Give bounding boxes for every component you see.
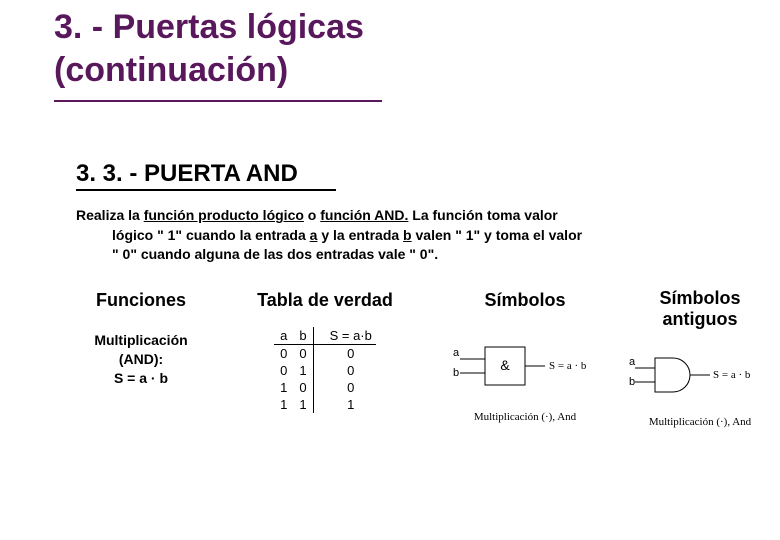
cell-a: 1 (274, 379, 293, 396)
cell-a: 1 (274, 396, 293, 413)
title-underline (54, 100, 382, 102)
and-gate-iec-icon: a b & S = a · b (445, 333, 605, 403)
funciones-line: Multiplicación (66, 331, 216, 350)
funciones-body: Multiplicación (AND): S = a · b (66, 331, 216, 388)
cell-s: 0 (313, 362, 376, 379)
desc-underline: función producto lógico (144, 207, 304, 223)
antiguos-caption: Multiplicación (·), And (625, 416, 775, 428)
tabla-heading: Tabla de verdad (220, 290, 430, 311)
th-s: S = a·b (313, 327, 376, 345)
desc-text: y la entrada (317, 227, 403, 243)
desc-text: valen " 1" y toma el valor (412, 227, 582, 243)
antiguos-column: Símbolos antiguos a b S = a · b Multipli… (625, 288, 775, 428)
cell-s: 1 (313, 396, 376, 413)
desc-underline: b (403, 227, 412, 243)
title-line1: 3. - Puertas lógicas (54, 6, 364, 49)
desc-line3: " 0" cuando alguna de las dos entradas v… (76, 245, 701, 265)
cell-b: 1 (293, 362, 313, 379)
desc-underline: función AND. (320, 207, 408, 223)
truth-table: a b S = a·b 0 0 0 0 1 0 1 0 0 1 (274, 327, 376, 413)
th-b: b (293, 327, 313, 345)
gate-output: S = a · b (713, 369, 751, 381)
desc-text: La función toma valor (408, 207, 557, 223)
gate-output: S = a · b (549, 360, 587, 372)
antiguos-heading: Símbolos antiguos (625, 288, 775, 330)
antiguos-heading-l1: Símbolos (625, 288, 775, 309)
desc-text: o (304, 207, 320, 223)
cell-s: 0 (313, 379, 376, 396)
desc-text: lógico " 1" cuando la entrada (112, 227, 310, 243)
gate-input-b: b (629, 376, 635, 388)
table-row: 0 0 0 (274, 345, 376, 363)
table-row: 1 1 1 (274, 396, 376, 413)
gate-input-a: a (629, 356, 636, 368)
desc-line1: Realiza la función producto lógico o fun… (76, 206, 701, 226)
funciones-column: Funciones Multiplicación (AND): S = a · … (66, 290, 216, 388)
simbolos-caption: Multiplicación (·), And (440, 411, 610, 423)
section-subtitle: 3. 3. - PUERTA AND (76, 160, 298, 188)
cell-a: 0 (274, 345, 293, 363)
cell-a: 0 (274, 362, 293, 379)
gate-input-b: b (453, 367, 459, 379)
cell-b: 0 (293, 345, 313, 363)
truth-table-header-row: a b S = a·b (274, 327, 376, 345)
table-row: 0 1 0 (274, 362, 376, 379)
slide-title: 3. - Puertas lógicas (continuación) (54, 6, 364, 91)
gate-symbol: & (500, 357, 510, 373)
funciones-line: S = a · b (66, 369, 216, 388)
tabla-column: Tabla de verdad a b S = a·b 0 0 0 0 1 0 … (220, 290, 430, 413)
simbolos-heading: Símbolos (440, 290, 610, 311)
cell-b: 0 (293, 379, 313, 396)
description-paragraph: Realiza la función producto lógico o fun… (76, 206, 701, 265)
cell-b: 1 (293, 396, 313, 413)
simbolos-column: Símbolos a b & S = a · b Multiplicación … (440, 290, 610, 423)
funciones-heading: Funciones (66, 290, 216, 311)
desc-text: Realiza la (76, 207, 144, 223)
funciones-line: (AND): (66, 350, 216, 369)
antiguos-heading-l2: antiguos (625, 309, 775, 330)
subtitle-underline (76, 189, 336, 191)
cell-s: 0 (313, 345, 376, 363)
desc-line2: lógico " 1" cuando la entrada a y la ent… (76, 226, 701, 246)
table-row: 1 0 0 (274, 379, 376, 396)
th-a: a (274, 327, 293, 345)
gate-input-a: a (453, 347, 460, 359)
and-gate-classic-icon: a b S = a · b (625, 348, 775, 408)
title-line2: (continuación) (54, 49, 364, 92)
